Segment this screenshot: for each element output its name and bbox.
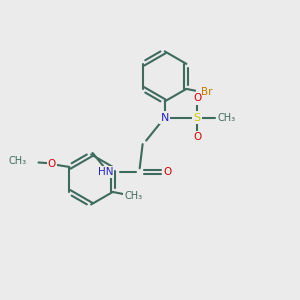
Text: HN: HN [98, 167, 113, 177]
Text: O: O [193, 132, 201, 142]
Text: N: N [160, 112, 169, 123]
Text: Br: Br [201, 87, 213, 97]
Text: O: O [164, 167, 172, 177]
Text: CH₃: CH₃ [124, 191, 142, 201]
Text: CH₃: CH₃ [9, 156, 27, 166]
Text: CH₃: CH₃ [218, 112, 236, 123]
Text: O: O [193, 94, 201, 103]
Text: S: S [194, 112, 201, 123]
Text: O: O [48, 159, 56, 169]
